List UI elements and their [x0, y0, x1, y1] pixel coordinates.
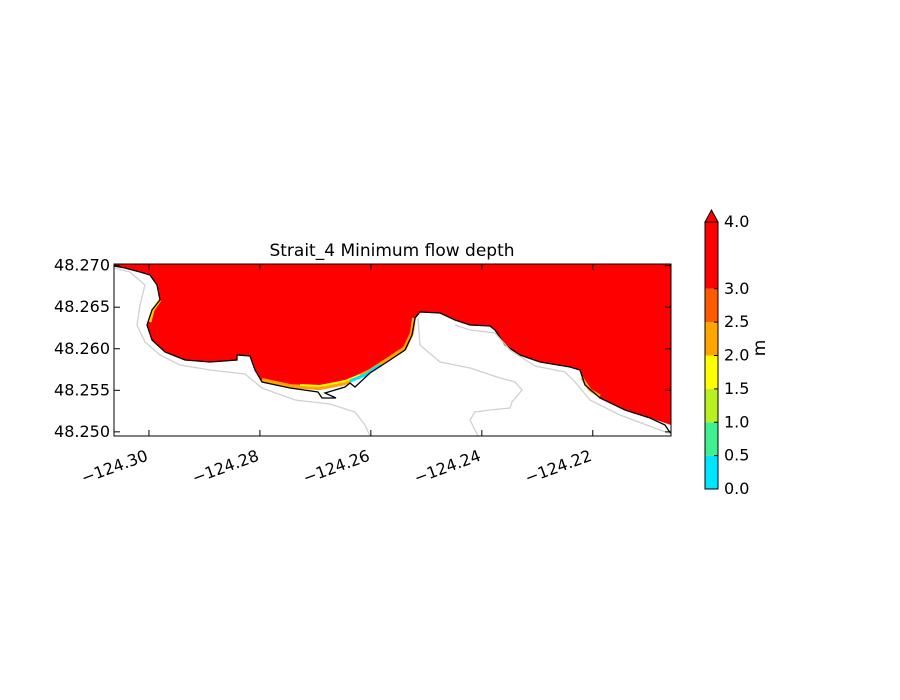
- land-contour: [454, 324, 672, 435]
- chart-title: Strait_4 Minimum flow depth: [269, 241, 514, 261]
- colorbar-segment: [705, 288, 718, 323]
- land-contour: [113, 267, 371, 437]
- map: [113, 264, 672, 437]
- plot-frame: [113, 263, 672, 437]
- colorbar-tick-label: 0.0: [724, 479, 749, 498]
- colorbar-tick-label: 4.0: [724, 212, 749, 231]
- land-contour: [417, 317, 523, 437]
- colorbar-tick-label: 1.0: [724, 412, 749, 431]
- colorbar-tick-label: 1.5: [724, 379, 749, 398]
- x-tick-label: −124.22: [522, 446, 594, 488]
- colorbar-segment: [705, 388, 718, 423]
- x-tick-label: −124.26: [301, 446, 373, 488]
- colorbar-tick-label: 3.0: [724, 279, 749, 298]
- coastline: [113, 265, 672, 435]
- x-tick-label: −124.30: [79, 446, 151, 488]
- colorbar-label: m: [750, 340, 770, 357]
- y-tick-label: 48.255: [54, 380, 110, 399]
- x-tick-label: −124.24: [411, 446, 483, 488]
- colorbar-tick-label: 0.5: [724, 446, 749, 465]
- colorbar-tick-label: 2.5: [724, 312, 749, 331]
- shallow-edge: [299, 374, 361, 388]
- y-tick-label: 48.265: [54, 297, 110, 316]
- colorbar-segment: [705, 322, 718, 356]
- y-tick-label: 48.250: [54, 422, 110, 441]
- colorbar-segment: [705, 355, 718, 389]
- flow-depth-field: [114, 264, 671, 425]
- colorbar-extend: [704, 208, 719, 223]
- colorbar-tick-label: 2.0: [724, 346, 749, 365]
- shallow-edge: [349, 363, 381, 383]
- y-tick-label: 48.270: [54, 256, 110, 275]
- y-tick-label: 48.260: [54, 339, 110, 358]
- x-tick-label: −124.28: [190, 446, 262, 488]
- colorbar-segment: [705, 455, 718, 489]
- colorbar-segment: [705, 222, 718, 289]
- colorbar-segment: [705, 422, 718, 456]
